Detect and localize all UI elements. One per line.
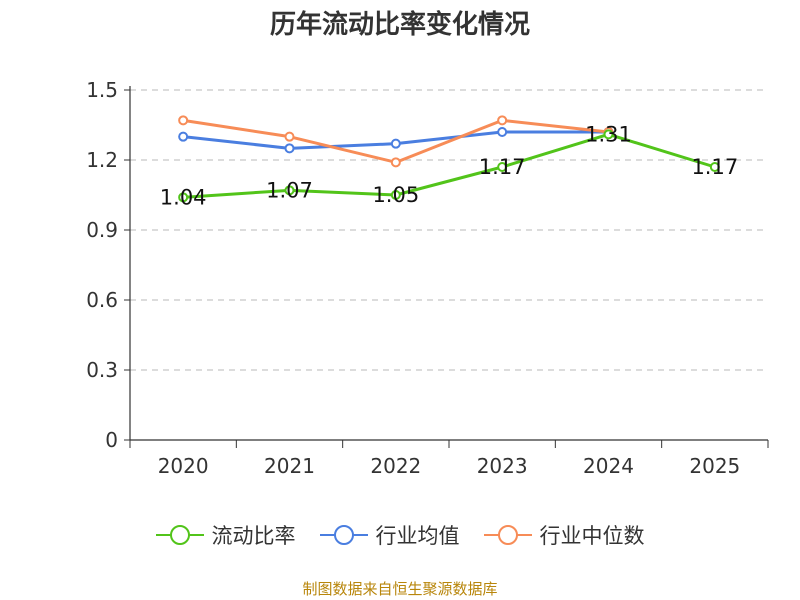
y-tick-label-4: 1.2 [86,148,118,172]
y-tick-label-5: 1.5 [86,78,118,102]
point-s1-2023 [497,127,508,137]
point-s0-2025 [709,162,720,172]
point-s0-2021 [284,185,295,196]
point-s0-2024 [603,129,614,140]
data-source-note: 制图数据来自恒生聚源数据库 [302,580,498,598]
point-s0-2022 [390,190,401,200]
y-tick-label-3: 0.9 [86,218,118,242]
legend: 流动比率 行业均值 行业中位数 [0,520,800,550]
x-tick-label-2023: 2023 [477,454,528,478]
x-tick-label-2020: 2020 [158,454,209,478]
legend-marker-industry-mean [319,525,368,545]
y-tick-label-1: 0.3 [86,358,118,382]
data-label-2025: 1.17 [691,155,738,179]
legend-label-current-ratio: 流动比率 [211,524,296,548]
axes: 0 0.3 0.6 0.9 1.2 1.5 2020 2021 2022 2023 2024 2025 [86,78,769,478]
x-tick-label-2025: 2025 [689,454,740,478]
legend-label-industry-median: 行业中位数 [539,524,645,548]
data-labels: 1.04 1.07 1.05 1.17 1.31 1.17 [160,122,738,209]
x-tick-label-2022: 2022 [370,454,421,478]
legend-marker-industry-median [483,525,532,545]
legend-item-industry-mean[interactable]: 行业均值 [319,520,460,550]
legend-item-industry-median[interactable]: 行业中位数 [483,520,645,550]
point-s2-2020 [178,115,189,126]
data-label-2024: 1.31 [585,122,632,146]
grid-lines [130,89,768,371]
data-label-2020: 1.04 [160,185,207,209]
y-tick-label-2: 0.6 [86,288,118,312]
point-s2-2021 [284,131,295,142]
series-line-0 [183,132,716,199]
series [178,115,720,203]
data-label-2021: 1.07 [266,178,313,202]
point-s2-2022 [390,157,401,168]
point-s1-2022 [390,138,401,149]
legend-marker-current-ratio [155,525,204,545]
legend-item-current-ratio[interactable]: 流动比率 [155,520,296,550]
y-tick-label-0: 0 [105,428,118,452]
point-s0-2020 [178,192,189,203]
point-s1-2021 [284,143,295,154]
chart-title: 历年流动比率变化情况 [269,10,530,40]
x-tick-label-2024: 2024 [583,454,634,478]
legend-label-industry-mean: 行业均值 [375,524,460,548]
x-tick-label-2021: 2021 [264,454,315,478]
data-label-2022: 1.05 [372,183,419,207]
point-s2-2023 [497,115,508,126]
point-s1-2020 [178,131,189,142]
data-label-2023: 1.17 [479,155,526,179]
point-s0-2023 [497,162,508,172]
